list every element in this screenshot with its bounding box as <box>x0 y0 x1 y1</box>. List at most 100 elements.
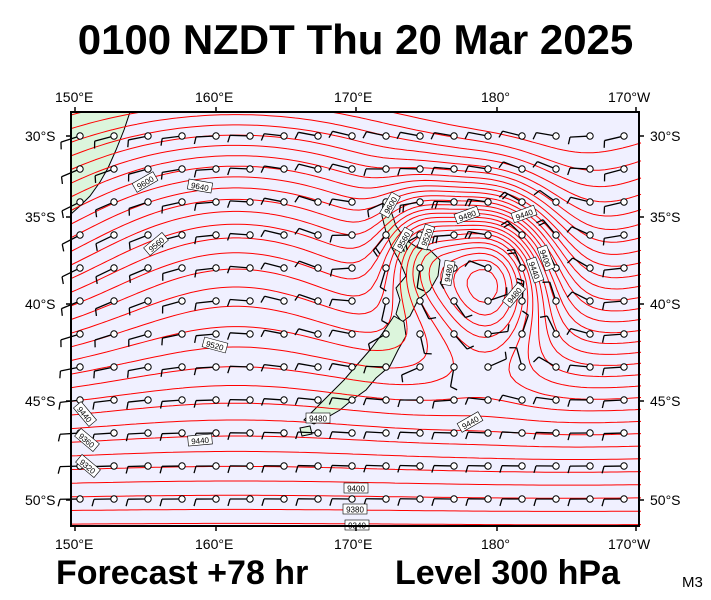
wind-barb <box>450 330 474 350</box>
wind-barb <box>499 429 526 440</box>
wind-barb <box>227 462 254 474</box>
lon-label-bottom-180: 180° <box>481 536 510 552</box>
contour-label: 9640 <box>186 178 214 194</box>
wind-barb <box>499 495 526 507</box>
wind-barb <box>226 297 254 307</box>
forecast-hours-label: Forecast +78 hr <box>56 554 309 592</box>
wind-barb <box>566 327 594 338</box>
wind-barb <box>91 495 118 507</box>
wind-barb <box>227 198 254 208</box>
wind-barb <box>57 495 84 507</box>
wind-barb <box>601 462 628 474</box>
wind-barb <box>60 132 84 150</box>
lat-label-right-40s: 40°S <box>650 296 681 312</box>
wind-barb <box>160 363 186 377</box>
wind-barb <box>261 429 288 440</box>
wind-barb <box>567 462 594 474</box>
wind-barb <box>126 363 152 378</box>
svg-text:9380: 9380 <box>346 506 364 515</box>
lat-label-right-35s: 35°S <box>650 209 681 225</box>
contour-lines <box>70 111 642 526</box>
wind-barb <box>125 429 152 442</box>
wind-barb <box>226 231 254 241</box>
wind-barb <box>533 429 560 440</box>
wind-barb <box>464 198 492 207</box>
wind-barb <box>328 396 356 405</box>
wind-barb <box>397 165 424 176</box>
wind-barb <box>464 396 492 405</box>
wind-barb <box>500 220 526 239</box>
wind-barb <box>261 495 288 507</box>
map-plot-area <box>71 112 639 526</box>
wind-barb <box>363 429 390 439</box>
wind-barb <box>465 462 492 473</box>
wind-barb <box>227 396 254 407</box>
wind-barb <box>498 161 526 173</box>
contour-label: 9380 <box>342 503 368 515</box>
wind-barb <box>397 429 424 440</box>
wind-barb <box>162 264 186 281</box>
wind-barb <box>161 297 186 314</box>
lon-label-top-170e: 170°E <box>334 89 373 105</box>
wind-barb <box>226 264 254 274</box>
wind-barb <box>125 462 152 474</box>
wind-barb <box>416 297 437 320</box>
lat-label-left-40s: 40°S <box>25 296 56 312</box>
axis-ticks <box>66 107 644 531</box>
wind-barb <box>127 165 152 182</box>
lon-label-bottom-170e: 170°E <box>334 536 373 552</box>
wind-barb <box>329 495 356 506</box>
wind-barb <box>464 230 492 239</box>
wind-barb <box>397 462 424 473</box>
wind-barb <box>465 495 492 506</box>
lon-label-top-160e: 160°E <box>195 89 234 105</box>
wind-barb <box>484 287 508 305</box>
wind-barb <box>95 264 118 284</box>
wind-barb <box>159 462 186 474</box>
wind-barb <box>566 363 594 373</box>
wind-barb <box>533 189 560 206</box>
wind-barb <box>261 462 288 473</box>
wind-barb <box>431 231 458 244</box>
wind-barb <box>295 429 322 440</box>
wind-barb <box>126 396 152 410</box>
wind-barb <box>498 130 526 140</box>
wind-barb <box>396 131 424 140</box>
wind-barb <box>367 330 390 352</box>
wind-barb <box>329 429 356 439</box>
wind-barb <box>567 495 594 507</box>
lon-label-bottom-170w: 170°W <box>608 536 651 552</box>
wind-barb <box>601 330 628 343</box>
lon-label-top-150e: 150°E <box>55 89 94 105</box>
wind-barb <box>602 264 628 278</box>
wind-barb <box>93 132 118 149</box>
svg-text:9400: 9400 <box>347 485 365 494</box>
wind-barb <box>328 163 356 173</box>
lat-label-right-50s: 50°S <box>650 492 681 508</box>
wind-barb <box>294 328 322 338</box>
wind-barb <box>294 131 322 140</box>
wind-barb <box>193 396 220 408</box>
wind-barb <box>542 281 560 305</box>
wind-barb <box>160 132 186 146</box>
wind-barb <box>260 329 288 338</box>
wind-barb <box>194 297 220 311</box>
wind-barb <box>161 330 186 346</box>
wind-barb <box>227 429 254 440</box>
wind-barb <box>567 132 594 145</box>
chart-title: 0100 NZDT Thu 20 Mar 2025 <box>77 16 634 63</box>
wind-barb <box>260 132 288 141</box>
wind-barb <box>294 293 322 305</box>
wind-barb <box>363 462 390 473</box>
wind-barb <box>193 462 220 474</box>
wind-barb <box>94 198 118 218</box>
wind-barb <box>294 362 322 371</box>
wind-barb <box>193 165 220 178</box>
wind-barb <box>61 198 84 219</box>
wind-barb <box>567 429 594 441</box>
wind-barb <box>260 197 288 206</box>
wind-barb <box>431 495 458 506</box>
wind-barb <box>603 132 628 148</box>
wind-barb <box>381 297 390 325</box>
pressure-level-label: Level 300 hPa <box>395 554 620 592</box>
